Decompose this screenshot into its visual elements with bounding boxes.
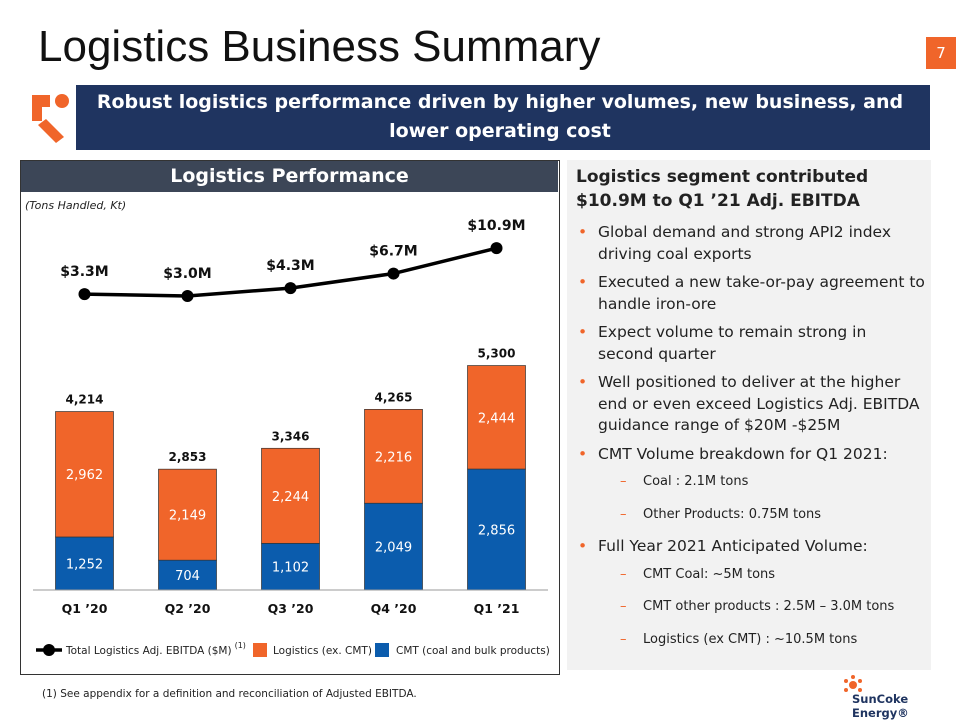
sub-list: CMT Coal: ~5M tons CMT other products : 2… (598, 564, 926, 651)
bullet: Executed a new take-or-pay agreement to … (576, 272, 926, 315)
bar-segment (467, 468, 526, 591)
bullet-text: CMT Volume breakdown for Q1 2021: (598, 444, 888, 463)
sub-bullet: CMT other products : 2.5M – 3.0M tons (598, 596, 926, 618)
logo: SunCoke Energy® (852, 692, 909, 720)
sub-bullet-text: Coal : 2.1M tons (643, 474, 749, 489)
point-label: $3.0M (163, 266, 211, 282)
bullet-text: Global demand and strong API2 index driv… (598, 223, 891, 263)
x-tick-label: Q1 ’20 (62, 601, 108, 616)
total-label: 4,214 (66, 393, 104, 407)
line-point (284, 282, 297, 295)
banner-logo (20, 85, 76, 150)
bullet: Expect volume to remain strong in second… (576, 322, 926, 365)
bullet: Global demand and strong API2 index driv… (576, 222, 926, 265)
bar-segment (261, 542, 320, 591)
total-label: 5,300 (478, 347, 516, 361)
panel-title: Logistics Performance (21, 161, 558, 192)
point-label: $10.9M (467, 218, 525, 234)
line-point (490, 242, 503, 255)
sub-bullet: CMT Coal: ~5M tons (598, 564, 926, 586)
summary-heading: Logistics segment contributed $10.9M to … (576, 167, 869, 211)
bar-segment (467, 365, 526, 470)
legend-swatch (375, 643, 389, 657)
legend-label: Total Logistics Adj. EBITDA ($M) (65, 645, 232, 657)
bullet-text: Well positioned to deliver at the higher… (598, 373, 920, 434)
line-point (78, 288, 91, 301)
sub-bullet: Logistics (ex CMT) : ~10.5M tons (598, 629, 926, 651)
bullet-text: Expect volume to remain strong in second… (598, 323, 867, 363)
bullet: CMT Volume breakdown for Q1 2021: Coal : … (576, 444, 926, 526)
total-label: 2,853 (169, 450, 207, 464)
page-number: 7 (926, 37, 956, 69)
banner (20, 85, 930, 150)
x-tick-label: Q4 ’20 (371, 601, 417, 616)
logo-mark (844, 675, 862, 692)
x-tick-label: Q1 ’21 (474, 601, 520, 616)
segment-label: 2,444 (478, 411, 515, 426)
sub-list: Coal : 2.1M tons Other Products: 0.75M to… (598, 471, 926, 525)
legend-swatch (253, 643, 267, 657)
sub-bullet-text: CMT other products : 2.5M – 3.0M tons (643, 599, 895, 614)
segment-label: 2,216 (375, 450, 412, 465)
axis-label: (Tons Handled, Kt) (25, 199, 126, 212)
sub-bullet-text: CMT Coal: ~5M tons (643, 566, 776, 582)
legend-label: CMT (coal and bulk products) (396, 645, 550, 657)
bar-segment (261, 447, 320, 544)
footnote: (1) See appendix for a definition and re… (42, 688, 417, 700)
sub-bullet-text: Logistics (ex CMT) : ~10.5M tons (643, 631, 858, 647)
bar-segment (364, 409, 423, 504)
sub-bullet: Other Products: 0.75M tons (598, 504, 926, 526)
legend-dot (43, 644, 55, 656)
bullet-list: Global demand and strong API2 index driv… (576, 222, 926, 661)
total-label: 3,346 (272, 429, 310, 443)
segment-label: 1,102 (272, 561, 309, 576)
slide-title: Logistics Business Summary (38, 22, 601, 71)
segment-label: 2,856 (478, 524, 515, 539)
sub-bullet-text: Other Products: 0.75M tons (643, 506, 822, 522)
x-tick-label: Q2 ’20 (165, 601, 211, 616)
bullet: Full Year 2021 Anticipated Volume: CMT Co… (576, 536, 926, 650)
point-label: $3.3M (60, 264, 108, 280)
bar-segment (364, 502, 423, 591)
bar-segment (55, 411, 114, 538)
point-label: $6.7M (369, 244, 417, 260)
bar-segment (158, 468, 217, 561)
bullet: Well positioned to deliver at the higher… (576, 372, 926, 437)
segment-label: 1,252 (66, 557, 103, 572)
chart-panel (20, 160, 560, 675)
line-point (387, 267, 400, 280)
point-label: $4.3M (266, 258, 314, 274)
sub-bullet: Coal : 2.1M tons (598, 471, 926, 493)
segment-label: 2,049 (375, 541, 412, 556)
x-tick-label: Q3 ’20 (268, 601, 314, 616)
total-label: 4,265 (375, 390, 413, 404)
segment-label: 704 (175, 569, 200, 584)
line-point (181, 289, 194, 302)
legend-note: (1) (235, 641, 246, 650)
bar-segment (158, 559, 217, 591)
banner-text: Robust logistics performance driven by h… (96, 91, 904, 142)
segment-label: 2,149 (169, 509, 206, 524)
bullet-text: Executed a new take-or-pay agreement to … (598, 273, 925, 313)
bullet-text: Full Year 2021 Anticipated Volume: (598, 537, 868, 555)
bar-segment (55, 536, 114, 591)
segment-label: 2,962 (66, 468, 103, 483)
segment-label: 2,244 (272, 490, 309, 505)
legend-label: Logistics (ex. CMT) (273, 645, 372, 657)
